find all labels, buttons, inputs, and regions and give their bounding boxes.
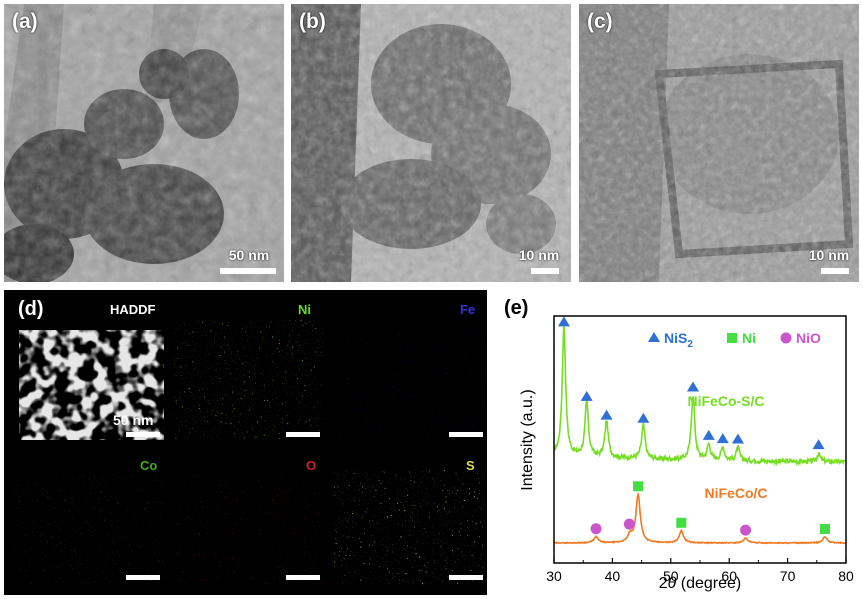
panel-label-d: (d) <box>18 298 44 320</box>
peak-marker-triangle <box>812 439 825 450</box>
scale-bar-c <box>821 268 849 274</box>
legend-marker-triangle <box>648 332 660 342</box>
x-tick-label: 30 <box>546 568 562 584</box>
x-tick-label: 80 <box>838 568 854 584</box>
peak-marker-triangle <box>557 316 570 327</box>
legend-label: NiS2 <box>664 330 693 350</box>
eds-map-fe <box>334 330 484 440</box>
peak-marker-triangle <box>686 381 699 392</box>
scale-bar-a <box>220 268 276 274</box>
eds-maps <box>14 320 484 585</box>
scale-text-b: 10 nm <box>518 247 560 263</box>
xrd-chart-panel: (e) NiS2 Ni NiO NiFeCo-S/C NiFeCo/C 30 40 50 6… <box>494 288 860 596</box>
y-axis-label: Intensity (a.u.) <box>519 389 536 490</box>
eds-map-s <box>334 470 484 585</box>
x-tick-label: 70 <box>780 568 796 584</box>
x-tick-label: 40 <box>605 568 621 584</box>
eds-label-o: O <box>306 458 317 473</box>
peak-marker-square <box>633 481 644 492</box>
scale-bar-b <box>531 268 559 274</box>
chart-legend: NiS2 Ni NiO <box>648 330 821 350</box>
peak-marker-triangle <box>731 433 744 444</box>
tem-texture-c <box>579 4 859 282</box>
peak-marker-triangle <box>580 390 593 401</box>
panel-label-a: (a) <box>12 10 38 33</box>
eds-map-o <box>174 475 324 585</box>
series-line-2 <box>553 491 846 545</box>
eds-scale-text: 50 nm <box>113 412 154 428</box>
panel-label-b: (b) <box>299 10 326 33</box>
eds-scale-bar <box>449 432 483 437</box>
peak-marker-triangle <box>702 429 715 440</box>
eds-label-ni: Ni <box>298 302 311 317</box>
eds-mapping-panel: (d) HADDF Ni Fe Co O S 50 nm <box>4 290 487 595</box>
x-axis-label: 2θ (degree) <box>659 575 742 592</box>
tem-image-a: (a) 50 nm <box>4 4 284 282</box>
series-line-1 <box>553 324 847 467</box>
tem-texture-a <box>4 4 284 282</box>
eds-scale-bar <box>286 575 320 580</box>
peak-marker-triangle <box>716 433 729 444</box>
peak-marker-square <box>819 523 830 534</box>
eds-scale-bar <box>449 575 483 580</box>
eds-scale-bar <box>126 575 160 580</box>
series-label: NiFeCo/C <box>705 485 768 501</box>
eds-scale-bar <box>126 432 160 437</box>
tem-image-c: (c) 10 nm <box>579 4 859 282</box>
tem-texture-b <box>291 4 571 282</box>
panel-label-c: (c) <box>587 10 613 33</box>
peak-marker-triangle <box>600 409 613 420</box>
legend-marker-circle <box>780 332 792 344</box>
x-axis-ticks: 30 40 50 60 70 80 <box>546 558 854 584</box>
panel-label-e: (e) <box>504 297 528 319</box>
x-tick-label: 60 <box>721 568 737 584</box>
eds-map-ni <box>174 320 324 440</box>
eds-label-fe: Fe <box>460 302 476 317</box>
legend-label: Ni <box>742 330 756 346</box>
peak-marker-square <box>676 517 687 528</box>
eds-label-haddf: HADDF <box>110 302 156 317</box>
scale-text-a: 50 nm <box>228 247 270 263</box>
peak-marker-circle <box>740 524 752 536</box>
scale-text-c: 10 nm <box>808 247 850 263</box>
eds-label-co: Co <box>140 458 158 473</box>
legend-label: NiO <box>796 330 821 346</box>
series-label: NiFeCo-S/C <box>688 393 765 409</box>
eds-map-co <box>14 475 164 585</box>
peak-marker-triangle <box>637 412 650 423</box>
eds-scale-bar <box>286 432 320 437</box>
peak-marker-circle <box>623 518 635 530</box>
legend-marker-square <box>727 333 737 343</box>
eds-label-s: S <box>466 458 475 473</box>
xrd-chart: (e) NiS2 Ni NiO NiFeCo-S/C NiFeCo/C 30 40 50 6… <box>504 297 854 592</box>
x-tick-label: 50 <box>663 568 679 584</box>
peak-marker-circle <box>590 523 602 535</box>
tem-image-b: (b) 10 nm <box>291 4 571 282</box>
eds-map-haddf <box>19 330 164 440</box>
